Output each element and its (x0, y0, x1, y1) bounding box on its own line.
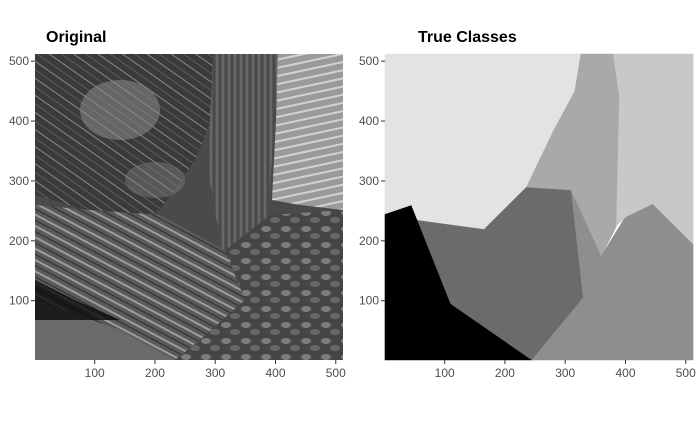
true-classes-x-tick-label: 300 (555, 366, 575, 380)
true-classes-y-tick-label: 200 (359, 234, 379, 248)
original-panel: Original 100 200 300 400 500 100 200 300 400 500 (9, 29, 346, 380)
true-classes-y-tick-label: 400 (359, 114, 379, 128)
original-title: Original (46, 29, 106, 46)
true-classes-y-tick-label: 300 (359, 174, 379, 188)
true-classes-x-tick-label: 500 (676, 366, 696, 380)
original-y-tick-label: 300 (9, 174, 29, 188)
true-classes-y-tick-label: 500 (359, 54, 379, 68)
original-x-tick-label: 300 (205, 366, 225, 380)
original-y-tick-label: 100 (9, 294, 29, 308)
original-image (35, 54, 343, 360)
true-classes-title: True Classes (418, 29, 517, 46)
true-classes-x-tick-label: 200 (495, 366, 515, 380)
original-y-tick-label: 500 (9, 54, 29, 68)
original-x-tick-label: 400 (265, 366, 285, 380)
true-classes-panel: True Classes 100 200 300 400 500 100 200 300 400… (359, 29, 696, 380)
original-y-tick-label: 400 (9, 114, 29, 128)
true-classes-x-tick-label: 400 (615, 366, 635, 380)
original-x-tick-label: 100 (85, 366, 105, 380)
class-regions (385, 54, 693, 360)
true-classes-x-tick-label: 100 (435, 366, 455, 380)
original-y-tick-label: 200 (9, 234, 29, 248)
original-x-tick-label: 500 (326, 366, 346, 380)
true-classes-y-tick-label: 100 (359, 294, 379, 308)
original-x-tick-label: 200 (145, 366, 165, 380)
